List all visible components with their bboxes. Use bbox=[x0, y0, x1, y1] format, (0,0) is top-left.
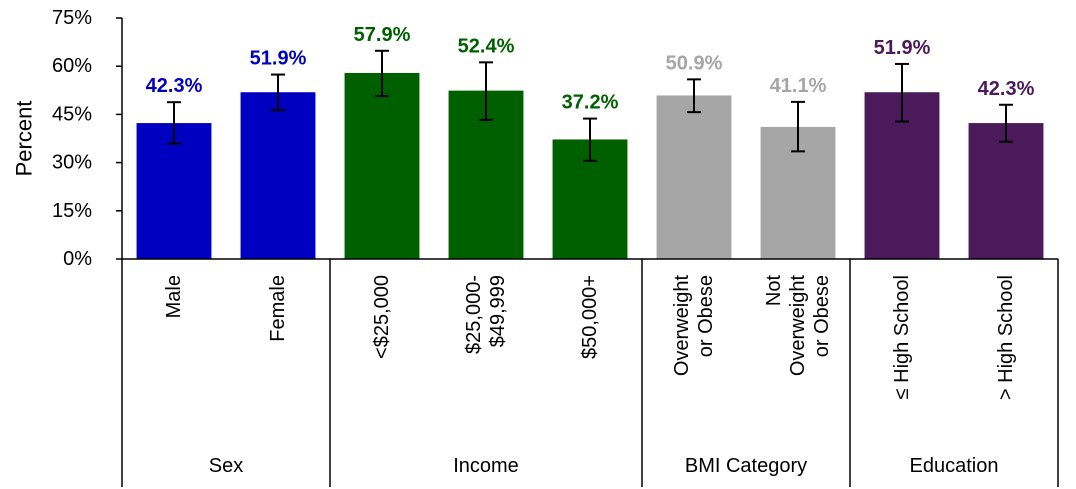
y-tick-label: 30% bbox=[52, 152, 92, 174]
category-label: ≤ High School bbox=[891, 275, 913, 399]
data-label: 37.2% bbox=[562, 92, 619, 114]
data-label: 51.9% bbox=[874, 37, 931, 59]
category-label: <$25,000 bbox=[371, 275, 393, 359]
group-labels: Sex Income BMI Category Education bbox=[209, 455, 999, 477]
bar bbox=[344, 72, 420, 259]
category-label: or Obese bbox=[811, 275, 833, 357]
data-label: 51.9% bbox=[250, 48, 307, 70]
data-label: 42.3% bbox=[146, 75, 203, 97]
axes bbox=[121, 18, 1059, 487]
bar bbox=[656, 95, 732, 259]
data-label: 52.4% bbox=[458, 35, 515, 57]
group-label: Sex bbox=[209, 455, 243, 477]
bar bbox=[968, 123, 1044, 260]
category-label: Overweight bbox=[671, 275, 693, 377]
y-tick-label: 15% bbox=[52, 200, 92, 222]
y-tick-label: 0% bbox=[63, 248, 92, 270]
y-axis-label-layer: Percent bbox=[12, 101, 37, 177]
data-label: 57.9% bbox=[354, 24, 411, 46]
group-label: Education bbox=[910, 455, 999, 477]
category-label: > High School bbox=[995, 275, 1017, 400]
category-labels: Male Female <$25,000 $25,000- $49,999 $50,000… bbox=[163, 275, 1017, 401]
group-label: Income bbox=[453, 455, 519, 477]
group-label: BMI Category bbox=[685, 455, 807, 477]
category-label: Not bbox=[763, 275, 785, 307]
y-axis-ticks: 0% 15% 30% 45% 60% 75% bbox=[52, 7, 122, 270]
data-label: 50.9% bbox=[666, 52, 723, 74]
data-label: 42.3% bbox=[978, 78, 1035, 100]
category-label: or Obese bbox=[695, 275, 717, 357]
y-axis-label: Percent bbox=[12, 101, 37, 177]
bar bbox=[136, 123, 212, 260]
y-tick-label: 60% bbox=[52, 55, 92, 77]
error-bars bbox=[167, 49, 1013, 162]
category-label: Overweight bbox=[787, 275, 809, 377]
category-label: $49,999 bbox=[487, 275, 509, 347]
category-label: Female bbox=[267, 275, 289, 342]
y-tick-label: 45% bbox=[52, 103, 92, 125]
y-tick-label: 75% bbox=[52, 7, 92, 29]
category-label: $25,000- bbox=[463, 275, 485, 354]
category-label: Male bbox=[163, 275, 185, 318]
data-label: 41.1% bbox=[770, 75, 827, 97]
bars bbox=[136, 72, 1044, 260]
bar bbox=[240, 92, 316, 259]
data-labels: 42.3% 51.9% 57.9% 52.4% 37.2% 50.9% 41.1% 51.9%… bbox=[146, 24, 1035, 114]
category-label: $50,000+ bbox=[579, 275, 601, 359]
